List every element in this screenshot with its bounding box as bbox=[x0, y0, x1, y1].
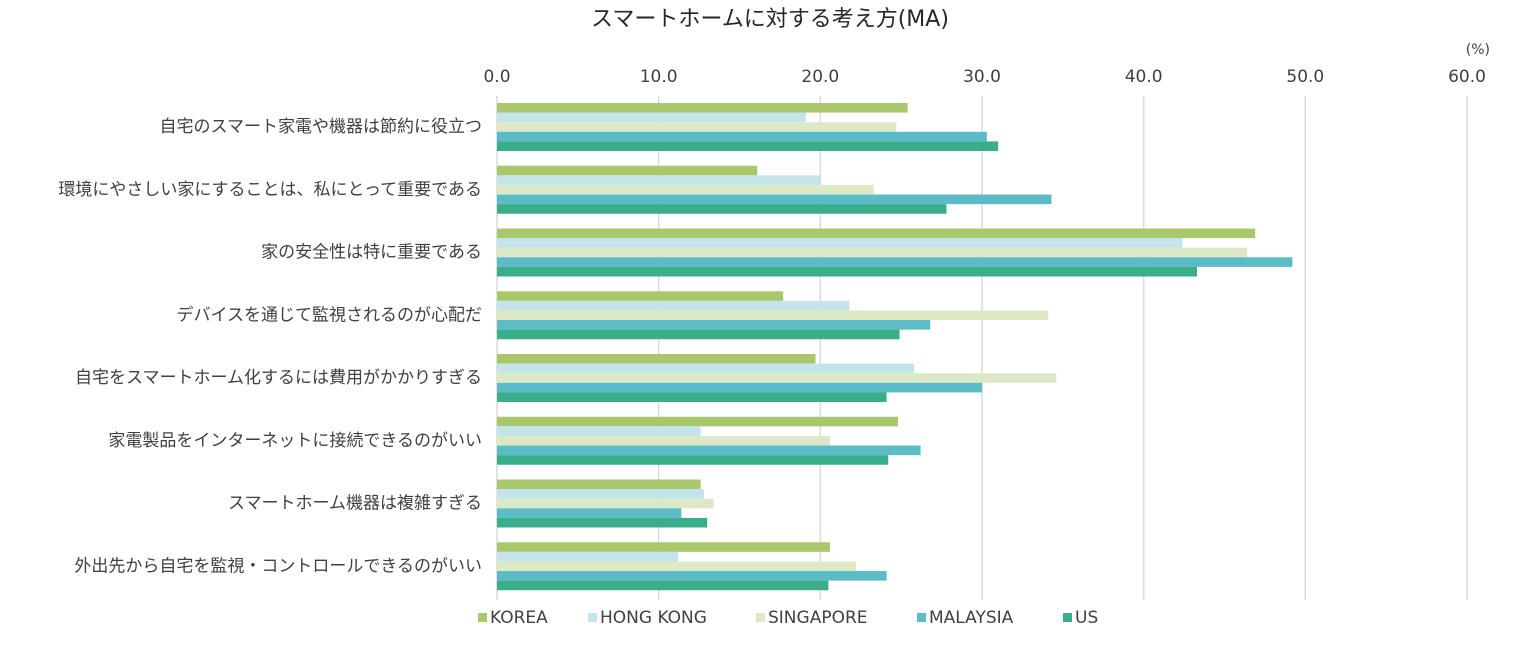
bar bbox=[497, 300, 850, 311]
bar bbox=[497, 204, 947, 214]
bar bbox=[497, 291, 784, 301]
bar bbox=[497, 257, 1293, 267]
bar bbox=[497, 247, 1248, 258]
legend-label: HONG KONG bbox=[600, 608, 707, 628]
x-tick-label: 10.0 bbox=[640, 67, 678, 87]
y-tick-label: 環境にやさしい家にすることは、私にとって重要である bbox=[58, 180, 482, 200]
bar bbox=[497, 266, 1198, 277]
bar bbox=[497, 103, 908, 113]
bar bbox=[497, 329, 900, 340]
y-tick-label: 家の安全性は特に重要である bbox=[261, 243, 482, 263]
legend-label: MALAYSIA bbox=[929, 608, 1014, 628]
bar bbox=[497, 194, 1052, 205]
chart-title: スマートホームに対する考え方(MA) bbox=[591, 7, 949, 32]
legend-swatch bbox=[478, 613, 487, 622]
legend-swatch bbox=[917, 613, 926, 622]
bar bbox=[497, 320, 931, 330]
x-tick-label: 40.0 bbox=[1125, 67, 1163, 87]
legend-swatch bbox=[1063, 613, 1072, 622]
bar bbox=[497, 165, 758, 176]
legend-swatch bbox=[756, 613, 765, 622]
y-tick-label: スマートホーム機器は複雑すぎる bbox=[228, 494, 482, 514]
bar bbox=[497, 489, 704, 499]
bar bbox=[497, 131, 987, 142]
bar bbox=[497, 517, 708, 528]
y-tick-label: 自宅のスマート家電や機器は節約に役立つ bbox=[160, 117, 483, 137]
x-tick-label: 30.0 bbox=[963, 67, 1001, 87]
y-tick-label: 外出先から自宅を監視・コントロールできるのがいい bbox=[74, 556, 482, 576]
x-tick-label: 60.0 bbox=[1448, 67, 1486, 87]
bar bbox=[497, 435, 831, 446]
bar bbox=[497, 373, 1057, 383]
legend-label: SINGAPORE bbox=[768, 608, 868, 628]
bar bbox=[497, 392, 887, 402]
bar bbox=[497, 141, 999, 151]
bar bbox=[497, 551, 679, 562]
bar bbox=[497, 112, 806, 123]
y-tick-label: 自宅をスマートホーム化するには費用がかかりすぎる bbox=[75, 368, 482, 388]
legend-label: US bbox=[1075, 608, 1098, 628]
unit-label: (%) bbox=[1466, 42, 1490, 58]
bar bbox=[497, 445, 921, 456]
legend-swatch bbox=[588, 613, 597, 622]
legend-label: KOREA bbox=[490, 608, 548, 628]
x-tick-label: 50.0 bbox=[1286, 67, 1324, 87]
bar bbox=[497, 310, 1049, 321]
x-tick-label: 0.0 bbox=[483, 67, 510, 87]
bar bbox=[497, 508, 682, 518]
bar bbox=[497, 184, 874, 195]
y-tick-label: デバイスを通じて監視されるのが心配だ bbox=[177, 304, 483, 325]
bar bbox=[497, 363, 915, 374]
bar bbox=[497, 426, 701, 436]
bar bbox=[497, 228, 1256, 239]
bar bbox=[497, 416, 898, 427]
bar bbox=[497, 580, 829, 591]
bar bbox=[497, 354, 816, 364]
y-tick-label: 家電製品をインターネットに接続できるのがいい bbox=[108, 431, 482, 451]
bar bbox=[497, 571, 887, 581]
bar bbox=[497, 175, 821, 185]
bar bbox=[497, 238, 1183, 248]
bar bbox=[497, 498, 714, 509]
bar bbox=[497, 122, 897, 132]
bar bbox=[497, 382, 982, 393]
bar bbox=[497, 455, 889, 465]
x-tick-label: 20.0 bbox=[801, 67, 839, 87]
bar bbox=[497, 479, 701, 490]
bar bbox=[497, 561, 856, 572]
bar bbox=[497, 542, 831, 552]
